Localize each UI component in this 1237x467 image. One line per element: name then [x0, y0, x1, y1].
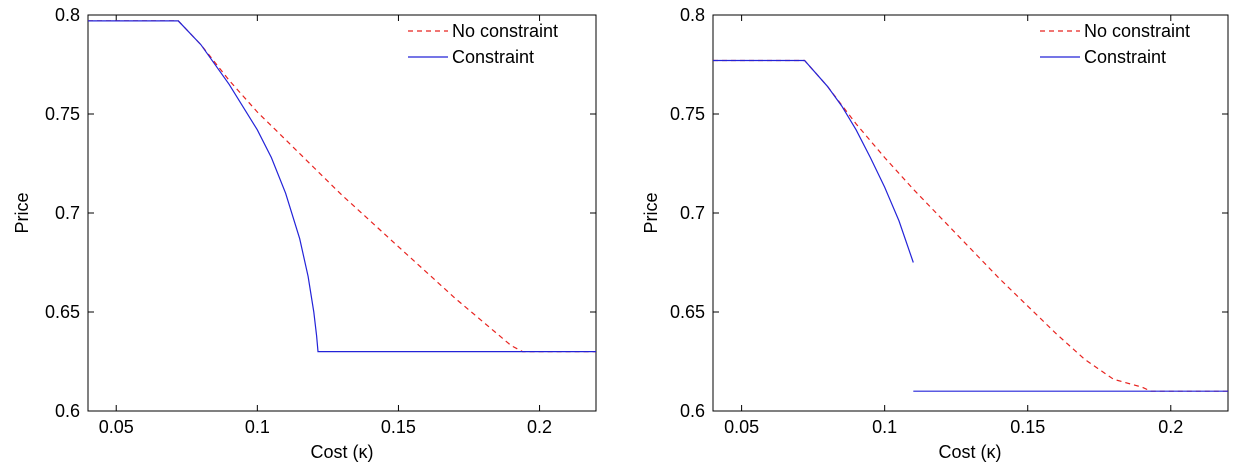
y-tick-label: 0.8	[680, 5, 705, 25]
y-tick-label: 0.65	[45, 302, 80, 322]
legend-label-no-constraint: No constraint	[1084, 21, 1190, 41]
chart-panel-right: 0.05 0.1 0.15 0.2 0.6 0.65 0.7 0.75 0.8 Cost (κ)…	[641, 5, 1229, 462]
tick-marks	[713, 14, 1228, 412]
y-tick-label: 0.7	[55, 203, 80, 223]
y-tick-label: 0.6	[680, 401, 705, 421]
legend-label-constraint: Constraint	[1084, 47, 1166, 67]
x-axis-label: Cost (κ)	[311, 442, 374, 462]
series-line-constraint	[88, 20, 596, 353]
series-line-constraint	[713, 59, 914, 263]
chart-panel-left: 0.05 0.1 0.15 0.2 0.6 0.65 0.7 0.75 0.8 Cost (κ)…	[12, 5, 597, 462]
x-tick-label: 0.15	[1010, 417, 1045, 437]
y-axis-label: Price	[641, 192, 661, 233]
x-tick-label: 0.2	[527, 417, 552, 437]
x-axis-label: Cost (κ)	[939, 442, 1002, 462]
x-tick-label: 0.1	[872, 417, 897, 437]
series-line-no-constraint	[713, 59, 1228, 392]
tick-labels: 0.05 0.1 0.15 0.2 0.6 0.65 0.7 0.75 0.8	[45, 5, 552, 437]
series-layer	[713, 59, 1228, 392]
x-tick-label: 0.1	[245, 417, 270, 437]
y-tick-label: 0.8	[55, 5, 80, 25]
y-tick-label: 0.7	[680, 203, 705, 223]
x-tick-label: 0.05	[724, 417, 759, 437]
plot-area-frame	[712, 14, 1229, 412]
legend: No constraint Constraint	[408, 21, 558, 67]
series-line-no-constraint	[88, 20, 596, 353]
y-tick-label: 0.6	[55, 401, 80, 421]
legend: No constraint Constraint	[1040, 21, 1190, 67]
tick-labels: 0.05 0.1 0.15 0.2 0.6 0.65 0.7 0.75 0.8	[670, 5, 1183, 437]
y-tick-label: 0.75	[670, 104, 705, 124]
y-tick-label: 0.75	[45, 104, 80, 124]
legend-label-constraint: Constraint	[452, 47, 534, 67]
x-tick-label: 0.2	[1158, 417, 1183, 437]
x-tick-label: 0.05	[99, 417, 134, 437]
tick-marks	[88, 14, 596, 412]
series-layer	[88, 20, 596, 353]
y-tick-label: 0.65	[670, 302, 705, 322]
legend-label-no-constraint: No constraint	[452, 21, 558, 41]
y-axis-label: Price	[12, 192, 32, 233]
x-tick-label: 0.15	[381, 417, 416, 437]
